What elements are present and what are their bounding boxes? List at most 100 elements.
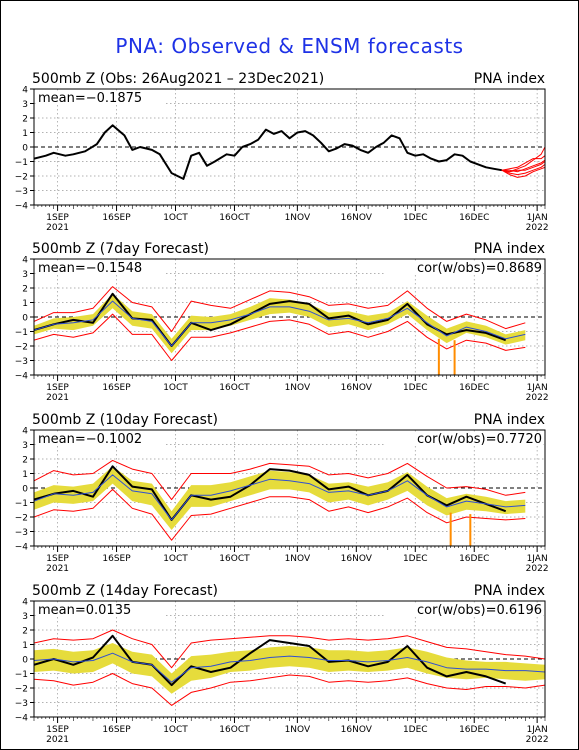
plot-marks [34, 124, 545, 180]
panel-title: 500mb Z (7day Forecast) [32, 241, 209, 257]
y-tick-label: −4 [15, 202, 29, 212]
x-tick-sublabel: 2022 [526, 393, 549, 403]
x-tick-label: 1DEC [403, 383, 428, 393]
stat-right-bg [385, 603, 543, 617]
plot-marks [34, 286, 526, 375]
x-tick-label: 1NOV [285, 725, 311, 735]
y-tick-label: 2 [22, 285, 28, 295]
y-tick-label: −1 [15, 328, 28, 338]
envelope-lower [34, 673, 545, 706]
x-tick-label: 16DEC [459, 554, 489, 564]
observed-line [34, 634, 507, 687]
ensemble-mean-line [34, 652, 545, 683]
y-tick-label: 1 [22, 470, 28, 480]
member-line [501, 159, 545, 173]
x-tick-label: 16NOV [341, 554, 373, 564]
stat-mean: mean=−0.1548 [38, 261, 142, 276]
stat-left-bg [36, 91, 166, 105]
panel-1: 500mb Z (Obs: 26Aug2021 – 23Dec2021) PNA … [15, 71, 549, 233]
y-tick-label: −1 [15, 158, 28, 168]
y-tick-label: −1 [15, 499, 28, 509]
member-line [501, 161, 545, 173]
y-tick-label: −4 [15, 714, 29, 724]
y-tick-label: −2 [15, 685, 28, 695]
stat-correlation: cor(w/obs)=0.6196 [417, 603, 542, 618]
x-tick-sublabel: 2022 [526, 564, 549, 574]
y-tick-label: −4 [15, 372, 29, 382]
y-tick-label: 4 [22, 256, 28, 266]
y-tick-label: −2 [15, 514, 28, 524]
x-tick-label: 16NOV [341, 725, 373, 735]
y-tick-label: 4 [22, 598, 28, 608]
x-tick-sublabel: 2022 [526, 735, 549, 745]
index-label: PNA index [474, 583, 545, 599]
x-tick-sublabel: 2022 [526, 223, 549, 233]
stat-left-bg [36, 432, 166, 446]
member-line [501, 166, 545, 178]
y-tick-label: −3 [15, 528, 28, 538]
x-tick-label: 16NOV [341, 383, 373, 393]
spread-band [34, 643, 545, 694]
y-tick-label: 1 [22, 299, 28, 309]
x-tick-label: 1NOV [285, 383, 311, 393]
y-tick-label: 2 [22, 627, 28, 637]
envelope-upper [34, 629, 545, 669]
x-tick-label: 16SEP [102, 383, 131, 393]
y-tick-label: 3 [22, 441, 28, 451]
plot-marks [34, 629, 545, 706]
x-tick-sublabel: 2021 [46, 393, 69, 403]
y-tick-label: 1 [22, 641, 28, 651]
index-label: PNA index [474, 241, 545, 257]
x-tick-label: 16OCT [219, 213, 250, 223]
y-tick-label: −1 [15, 670, 28, 680]
x-tick-label: 1OCT [163, 213, 188, 223]
x-tick-label: 1JAN [527, 213, 548, 223]
ensemble-mean-line [34, 300, 526, 347]
y-tick-label: −3 [15, 699, 28, 709]
x-tick-label: 16OCT [219, 725, 250, 735]
panel-title: 500mb Z (14day Forecast) [32, 583, 218, 599]
spread-band [34, 466, 526, 530]
panel-title: 500mb Z (Obs: 26Aug2021 – 23Dec2021) [32, 71, 324, 87]
stat-mean: mean=−0.1875 [38, 91, 142, 106]
x-tick-label: 1DEC [403, 554, 428, 564]
y-tick-label: 0 [22, 314, 28, 324]
panel-4: 500mb Z (14day Forecast) PNA index 4 3 2 1 0 −1… [15, 583, 549, 745]
x-tick-label: 1SEP [46, 554, 69, 564]
stat-right-bg [385, 432, 543, 446]
y-tick-label: −3 [15, 187, 28, 197]
y-tick-label: 0 [22, 144, 28, 154]
envelope-upper [34, 459, 526, 501]
y-tick-label: 4 [22, 427, 28, 437]
panel-title: 500mb Z (10day Forecast) [32, 412, 218, 428]
stat-right-bg [385, 261, 543, 275]
x-tick-label: 1SEP [46, 213, 69, 223]
y-tick-label: 2 [22, 456, 28, 466]
stat-correlation: cor(w/obs)=0.7720 [417, 432, 542, 447]
x-tick-sublabel: 2021 [46, 735, 69, 745]
x-tick-label: 16DEC [459, 383, 489, 393]
x-tick-label: 16DEC [459, 213, 489, 223]
x-tick-label: 1JAN [527, 725, 548, 735]
envelope-lower [34, 313, 526, 361]
stat-correlation: cor(w/obs)=0.8689 [417, 261, 542, 276]
y-tick-label: −2 [15, 173, 28, 183]
y-tick-label: 0 [22, 485, 28, 495]
panel-2: 500mb Z (7day Forecast) PNA index 4 3 2 1 0 −1 −… [15, 241, 549, 403]
x-tick-sublabel: 2021 [46, 223, 69, 233]
index-label: PNA index [474, 71, 545, 87]
ensemble-mean-line [34, 474, 526, 521]
x-tick-label: 1DEC [403, 725, 428, 735]
x-tick-label: 1DEC [403, 213, 428, 223]
y-tick-label: 4 [22, 86, 28, 96]
y-tick-label: 1 [22, 129, 28, 139]
envelope-lower [34, 488, 526, 541]
stat-left-bg [36, 261, 166, 275]
x-tick-label: 1JAN [527, 383, 548, 393]
y-tick-label: 3 [22, 612, 28, 622]
grid [34, 259, 545, 375]
plot-marks [34, 459, 526, 546]
x-tick-label: 1NOV [285, 213, 311, 223]
stat-mean: mean=0.0135 [38, 603, 131, 618]
